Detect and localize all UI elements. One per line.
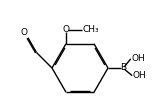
Text: O: O: [20, 28, 27, 37]
Text: OH: OH: [132, 71, 146, 80]
Text: OH: OH: [131, 54, 145, 63]
Text: B: B: [120, 64, 126, 73]
Text: O: O: [63, 25, 70, 34]
Text: CH₃: CH₃: [82, 25, 99, 34]
